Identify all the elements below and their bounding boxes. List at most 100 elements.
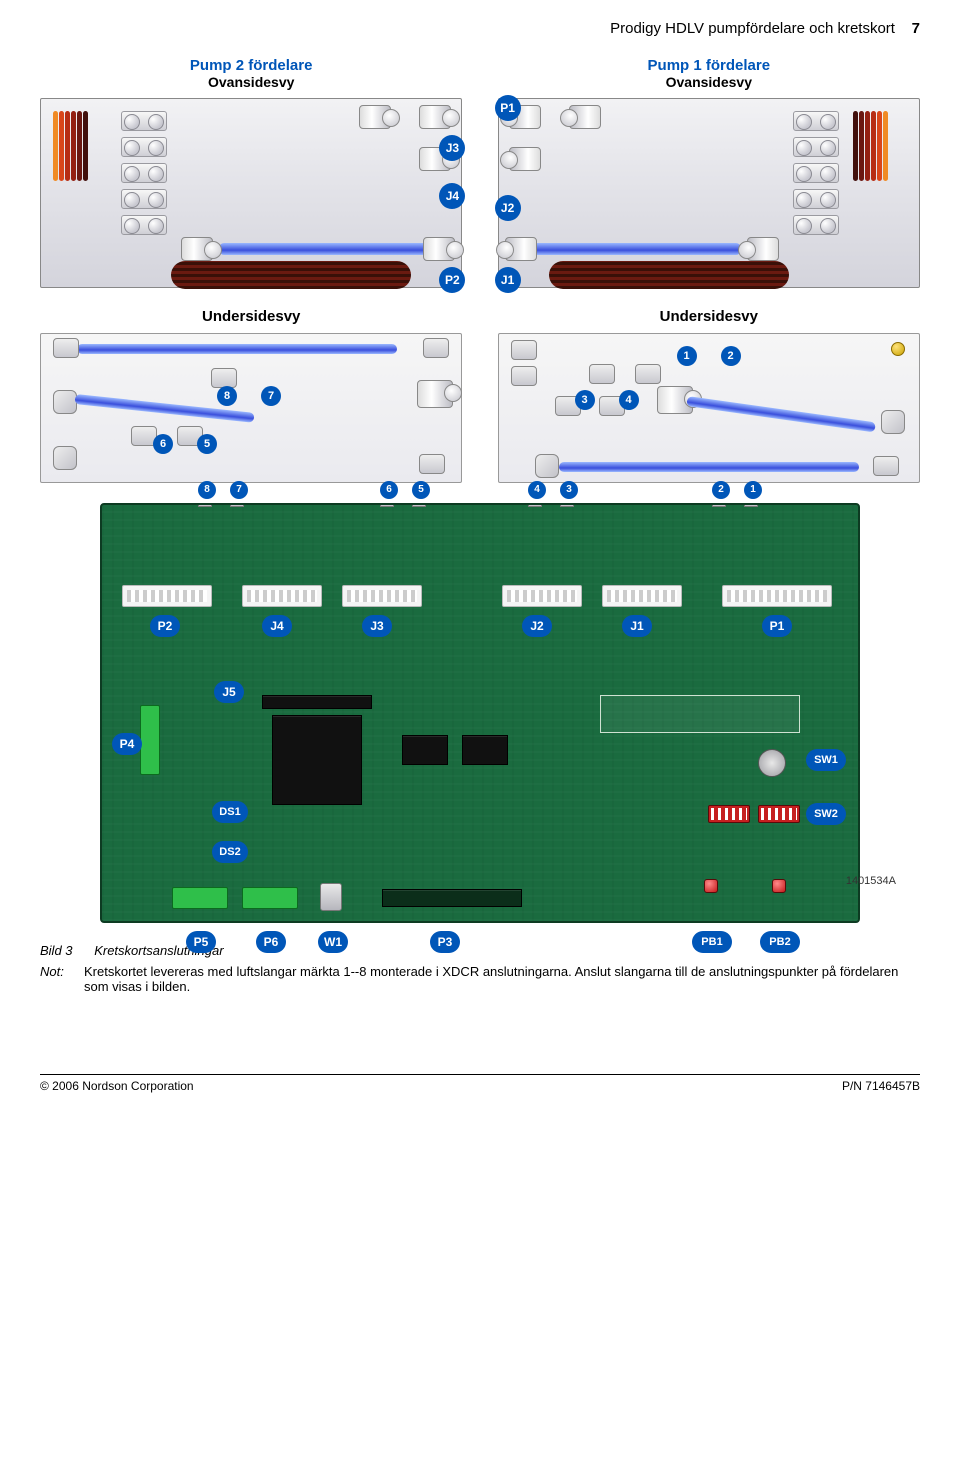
valve [793,111,839,131]
ribbon-cable [853,111,907,181]
bottom-cable [171,261,411,289]
note-block: Not: Kretskortet levereras med luftslang… [40,964,920,994]
fitting [423,237,455,261]
pump2-bottom-label: Undersidesvy [40,308,462,325]
topviews-row: Pump 2 fördelare Ovansidesvy [40,57,920,288]
port-5: 5 [412,481,430,499]
port-1: 1 [744,481,762,499]
lbl-p5: P5 [186,931,216,953]
callout-4: 4 [619,390,639,410]
callout-p2: P2 [439,267,465,293]
pump1-title: Pump 1 fördelare [498,57,920,74]
elbow-fitting [53,446,77,470]
pump1-col: Pump 1 fördelare Ovansidesvy [498,57,920,288]
lbl-j2: J2 [522,615,552,637]
chip [262,695,372,709]
artwork-code: 1401534A [846,875,896,887]
lbl-p6: P6 [256,931,286,953]
connector-j1 [602,585,682,607]
xdcr-port [412,503,426,507]
xdcr-port [528,503,542,507]
port-8: 8 [198,481,216,499]
valve [793,137,839,157]
pump1-bottom-label: Undersidesvy [498,308,920,325]
pump1-topview: P1 J2 J1 [498,98,920,288]
xdcr-port [230,503,244,507]
lbl-p3: P3 [430,931,460,953]
valve [121,111,167,131]
pump1-topview-label: Ovansidesvy [498,74,920,90]
fitting [873,456,899,476]
rj-port [320,883,342,911]
callout-p1: P1 [495,95,521,121]
lbl-j1: J1 [622,615,652,637]
page-header: Prodigy HDLV pumpfördelare och kretskort… [40,20,920,37]
pump2-title: Pump 2 fördelare [40,57,462,74]
brass-port [891,342,905,356]
page-footer: © 2006 Nordson Corporation P/N 7146457B [40,1074,920,1093]
lbl-j5: J5 [214,681,244,703]
elbow-fitting [535,454,559,478]
pump1-title-block: Pump 1 fördelare Ovansidesvy [498,57,920,90]
pump2-col: Pump 2 fördelare Ovansidesvy [40,57,462,288]
dip-switch [758,805,800,823]
elbow-fitting [53,390,77,414]
brand-silk [600,695,800,733]
lbl-ds2: DS2 [212,841,248,863]
callout-6: 6 [153,434,173,454]
valve [121,215,167,235]
doc-title: Prodigy HDLV pumpfördelare och kretskort [610,20,895,37]
fitting [419,105,451,129]
fitting [511,340,537,360]
lbl-j3: J3 [362,615,392,637]
connector-p1 [722,585,832,607]
pump2-bottomview: 8 7 6 5 [40,333,462,483]
pump2-title-block: Pump 2 fördelare Ovansidesvy [40,57,462,90]
lbl-sw2: SW2 [806,803,846,825]
note-text: Kretskortet levereras med luftslangar mä… [84,964,920,994]
lbl-j4: J4 [262,615,292,637]
valve [121,189,167,209]
blue-tube [219,243,449,255]
circuit-board: P2 J4 J3 J2 J1 P1 J5 P4 DS1 DS2 SW1 SW2 [100,503,860,923]
valve [793,189,839,209]
footer-right: P/N 7146457B [842,1079,920,1093]
fitting [359,105,391,129]
fitting [419,454,445,474]
pushbutton-pb2 [772,879,786,893]
lbl-w1: W1 [318,931,348,953]
blue-tube [511,243,741,255]
connector-j2 [502,585,582,607]
valve [121,137,167,157]
callout-5: 5 [197,434,217,454]
fitting [211,368,237,388]
chip [462,735,508,765]
blue-tube [559,462,859,472]
bottom-cable [549,261,789,289]
chip [402,735,448,765]
lbl-p4: P4 [112,733,142,755]
pump2-bottom-col: Undersidesvy 8 7 6 5 [40,308,462,483]
fitting [53,338,79,358]
xdcr-port [198,503,212,507]
fitting [181,237,213,261]
blue-tube [77,344,397,354]
callout-8: 8 [217,386,237,406]
fitting [589,364,615,384]
terminal-p5 [172,887,228,909]
xdcr-port [560,503,574,507]
lbl-pb1: PB1 [692,931,732,953]
port-2: 2 [712,481,730,499]
callout-j3: J3 [439,135,465,161]
ribbon-cable [53,111,107,181]
port-7: 7 [230,481,248,499]
callout-j4: J4 [439,183,465,209]
elbow-fitting [881,410,905,434]
big-fitting [417,380,453,408]
valve [793,163,839,183]
xdcr-port [744,503,758,507]
callout-2: 2 [721,346,741,366]
fitting [505,237,537,261]
xdcr-port [712,503,726,507]
rotary-switch [758,749,786,777]
